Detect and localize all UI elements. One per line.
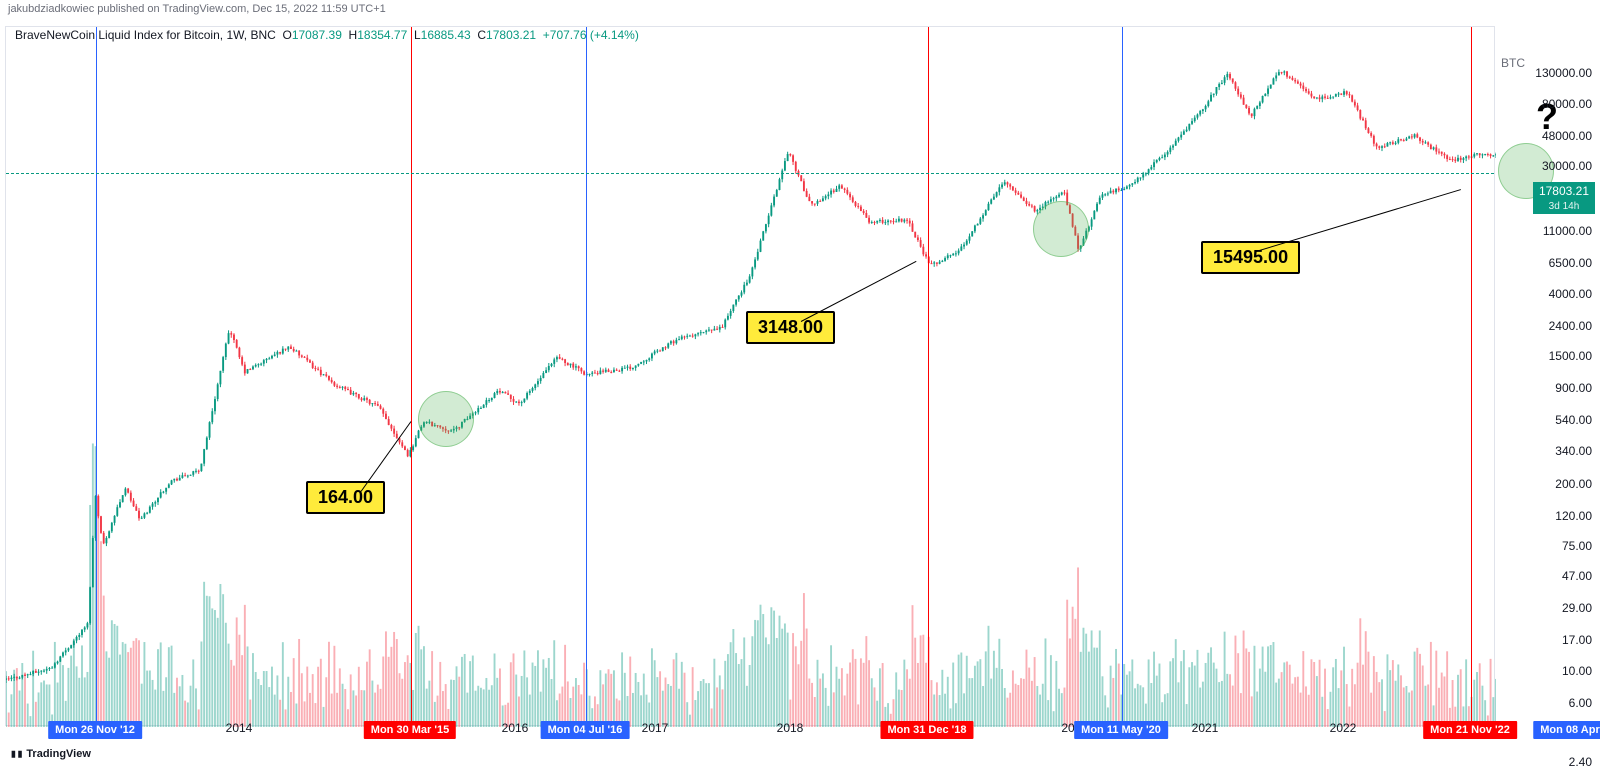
price-callout: 3148.00 (746, 311, 835, 344)
y-tick: 11000.00 (1543, 224, 1592, 238)
attribution-text: jakubdziadkowiec published on TradingVie… (8, 3, 386, 15)
date-marker-pill: Mon 08 Apr (1533, 721, 1600, 739)
y-tick: 6.00 (1569, 696, 1592, 710)
chart-area[interactable]: 164.003148.0015495.00 ? (5, 26, 1495, 726)
y-axis-unit: BTC (1501, 56, 1525, 70)
x-tick: 20 (1061, 721, 1074, 735)
date-marker-pill: Mon 04 Jul '16 (541, 721, 630, 739)
x-tick: 2021 (1192, 721, 1219, 735)
y-tick: 30000.00 (1542, 159, 1592, 173)
y-tick: 17.00 (1562, 633, 1592, 647)
y-tick: 6500.00 (1549, 256, 1592, 270)
y-tick: 80000.00 (1542, 97, 1592, 111)
y-tick: 340.00 (1555, 444, 1592, 458)
price-callout: 164.00 (306, 481, 385, 514)
x-tick: 2017 (642, 721, 669, 735)
vertical-marker-line (1122, 27, 1123, 725)
price-callout: 15495.00 (1201, 241, 1300, 274)
vertical-marker-line (1471, 27, 1472, 725)
y-tick: 75.00 (1562, 539, 1592, 553)
y-tick: 540.00 (1555, 413, 1592, 427)
vertical-marker-line (411, 27, 412, 725)
date-marker-pill: Mon 21 Nov '22 (1423, 721, 1517, 739)
y-tick: 48000.00 (1542, 129, 1592, 143)
date-marker-pill: Mon 31 Dec '18 (880, 721, 973, 739)
highlight-circle (1033, 201, 1089, 257)
x-axis: 2014 2016 2017 2018 20 2021 2022 Mon 26 Nov '1… (5, 721, 1495, 739)
date-marker-pill: Mon 30 Mar '15 (364, 721, 456, 739)
y-tick: 1500.00 (1549, 349, 1592, 363)
y-tick: 29.00 (1562, 601, 1592, 615)
x-tick: 2016 (502, 721, 529, 735)
y-tick: 47.00 (1562, 569, 1592, 583)
highlight-circle (418, 391, 474, 447)
vertical-marker-line (586, 27, 587, 725)
tradingview-logo: ▮▮ TradingView (10, 747, 91, 761)
date-marker-pill: Mon 11 May '20 (1074, 721, 1168, 739)
y-tick: 10.00 (1562, 664, 1592, 678)
x-tick: 2014 (226, 721, 253, 735)
y-tick: 130000.00 (1535, 66, 1592, 80)
x-tick: 2022 (1330, 721, 1357, 735)
y-tick: 120.00 (1555, 509, 1592, 523)
date-marker-pill: Mon 26 Nov '12 (48, 721, 142, 739)
current-price-line (6, 173, 1494, 174)
y-tick: 4000.00 (1549, 287, 1592, 301)
y-tick: 900.00 (1555, 381, 1592, 395)
y-axis: BTC 130000.00 80000.00 48000.00 30000.00 110… (1495, 26, 1600, 726)
volume-bars (6, 27, 1496, 727)
y-tick: 200.00 (1555, 477, 1592, 491)
vertical-marker-line (928, 27, 929, 725)
y-tick: 2400.00 (1549, 319, 1592, 333)
x-tick: 2018 (777, 721, 804, 735)
current-price-tag: 17803.213d 14h (1533, 182, 1595, 214)
vertical-marker-line (96, 27, 97, 725)
